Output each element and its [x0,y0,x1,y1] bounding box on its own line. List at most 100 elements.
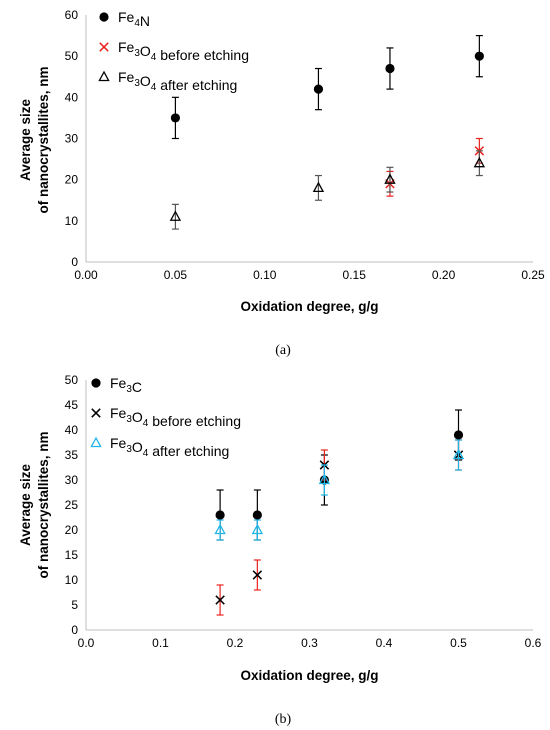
error-bar [216,519,224,541]
legend-text-part: after etching [156,77,237,93]
y-axis-title-line-2: of nanocrystallites, nm [36,66,51,213]
data-point [252,570,263,580]
data-point [313,84,324,94]
x-tick-label: 0.10 [253,268,277,282]
y-tick-label: 50 [65,373,79,387]
y-tick-label: 25 [65,498,79,512]
legend-subscript: 3 [134,48,140,59]
x-tick-label: 0.05 [164,268,188,282]
error-bar [475,150,483,177]
y-tick-label: 30 [65,473,79,487]
y-tick-label: 20 [65,523,79,537]
legend-subscript: 4 [134,18,140,29]
x-tick-label: 0.6 [525,636,542,650]
legend-text-part: after etching [148,443,229,459]
legend-subscript: 3 [126,384,132,395]
data-point [312,181,325,193]
data-point [453,430,464,440]
legend-label: Fe3O4 after etching [110,435,229,459]
x-tick-label: 0.2 [227,636,244,650]
data-point [215,595,225,605]
y-axis-title-line-2: of nanocrystallites, nm [36,431,51,578]
legend-label: Fe3O4 before etching [118,39,249,63]
data-point [318,473,331,485]
data-point [473,156,486,168]
legend-text-part: before etching [148,413,241,429]
legend-text-part: O [132,439,143,455]
legend-marker [91,408,101,418]
y-tick-label: 45 [65,398,79,412]
y-tick-label: 40 [65,423,79,437]
legend-subscript: 3 [134,78,140,89]
data-point [385,63,395,74]
data-point [214,523,226,535]
legend-text-part: Fe [118,39,135,55]
y-axis-title-line-1: Average size [18,98,33,181]
error-bar [314,174,322,201]
legend-marker [90,436,102,448]
x-tick-label: 0.20 [432,268,456,282]
legend-text-part: Fe [110,375,127,391]
data-point [215,510,225,520]
x-tick-label: 0.1 [152,636,169,650]
x-tick-label: 0.5 [450,636,467,650]
series-1 [385,137,485,197]
y-tick-label: 5 [71,598,78,612]
y-tick-label: 20 [65,173,79,187]
legend-label: Fe4N [118,9,150,29]
error-bar [386,166,394,193]
y-tick-label: 40 [65,90,79,104]
legend-subscript: 4 [143,448,149,459]
data-point [474,51,484,61]
chart-b-caption: (b) [275,712,292,727]
legend-marker [91,378,101,388]
legend-text-part: Fe [110,435,127,451]
x-tick-label: 0.25 [521,268,545,282]
error-bar [455,439,462,471]
series-2 [214,439,465,541]
legend-text-part: C [132,379,142,395]
legend-text-part: before etching [156,47,249,63]
legend-text-part: O [140,43,151,59]
legend-marker [99,42,109,52]
legend-subscript: 4 [143,418,149,429]
x-tick-label: 0.0 [78,636,95,650]
chart-a: (a) 0.00 0.05 0.10 0.15 0.20 0.25 0 10 20 30 40 50 6… [18,8,545,358]
y-tick-label: 30 [65,132,79,146]
chart-b: (b) 0.0 0.1 0.2 0.3 0.4 0.5 0.6 0 5 10 15 20 25 30 35 4… [18,373,542,727]
legend-subscript: 3 [126,444,132,455]
error-bar [253,519,261,541]
y-tick-label: 15 [65,548,79,562]
data-point [452,448,465,460]
chart-a-caption: (a) [275,343,291,358]
series-0 [170,34,484,140]
y-axis-title-line-1: Average size [18,463,33,546]
y-tick-label: 50 [65,49,79,63]
x-tick-label: 0.15 [343,268,367,282]
series-1 [215,439,464,616]
y-tick-label: 10 [65,573,79,587]
x-tick-label: 0.4 [376,636,393,650]
legend-text-part: O [132,409,143,425]
x-tick-label: 0.3 [301,636,318,650]
error-bar [320,464,328,496]
data-point [252,510,262,520]
y-tick-label: 10 [65,214,79,228]
legend-label: Fe3O4 before etching [110,405,241,429]
legend-text-part: Fe [118,69,135,85]
y-tick-label: 60 [65,8,79,22]
legend-subscript: 4 [151,52,157,63]
series-0 [215,409,464,541]
legend-subscript: 4 [151,82,157,93]
data-point [169,210,182,221]
data-point [251,523,264,535]
x-tick-label: 0.00 [74,268,98,282]
y-tick-label: 0 [71,623,78,637]
legend-label: Fe3C [110,375,142,395]
y-tick-label: 35 [65,448,79,462]
legend-marker [99,12,109,22]
legend-marker [98,70,110,82]
legend-text-part: O [140,73,151,89]
x-axis-title: Oxidation degree, g/g [240,299,378,314]
